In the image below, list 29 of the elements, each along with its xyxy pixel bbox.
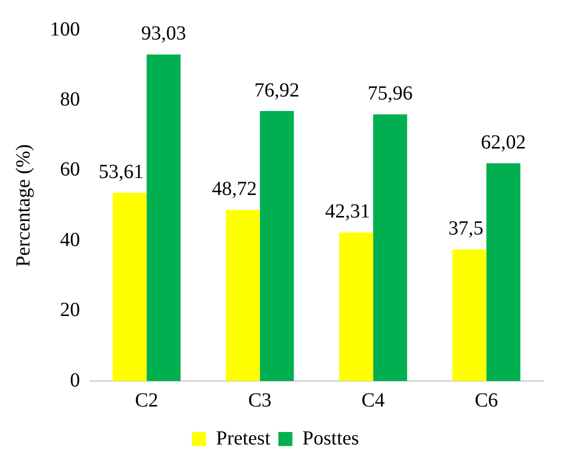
y-tick-label: 60 bbox=[60, 158, 80, 181]
data-label: 75,96 bbox=[368, 82, 413, 105]
bar bbox=[373, 114, 408, 381]
data-label: 42,31 bbox=[325, 200, 370, 223]
x-tick-label: C3 bbox=[248, 389, 272, 412]
data-label: 93,03 bbox=[141, 22, 186, 45]
bar bbox=[226, 210, 260, 381]
bar bbox=[339, 232, 374, 381]
bar bbox=[112, 192, 147, 381]
y-tick-label: 100 bbox=[50, 18, 80, 40]
data-label: 53,61 bbox=[98, 161, 144, 184]
data-label: 37,5 bbox=[448, 218, 484, 240]
legend-label: Posttes bbox=[302, 427, 360, 450]
bar bbox=[452, 249, 486, 381]
x-tick-label: C2 bbox=[134, 389, 158, 412]
y-tick-label: 0 bbox=[70, 369, 80, 392]
legend-label: Pretest bbox=[216, 427, 271, 450]
x-tick-label: C6 bbox=[474, 389, 498, 412]
bar bbox=[260, 111, 294, 381]
data-label: 62,02 bbox=[480, 132, 526, 154]
y-tick-label: 20 bbox=[60, 299, 80, 322]
y-axis-title: Percentage (%) bbox=[12, 144, 34, 267]
bar bbox=[486, 163, 520, 381]
y-tick-label: 80 bbox=[60, 88, 80, 110]
y-tick-label: 40 bbox=[60, 228, 80, 251]
bar bbox=[146, 54, 181, 381]
x-tick-label: C4 bbox=[361, 389, 385, 412]
data-label: 76,92 bbox=[254, 79, 300, 102]
data-label: 48,72 bbox=[212, 178, 257, 200]
